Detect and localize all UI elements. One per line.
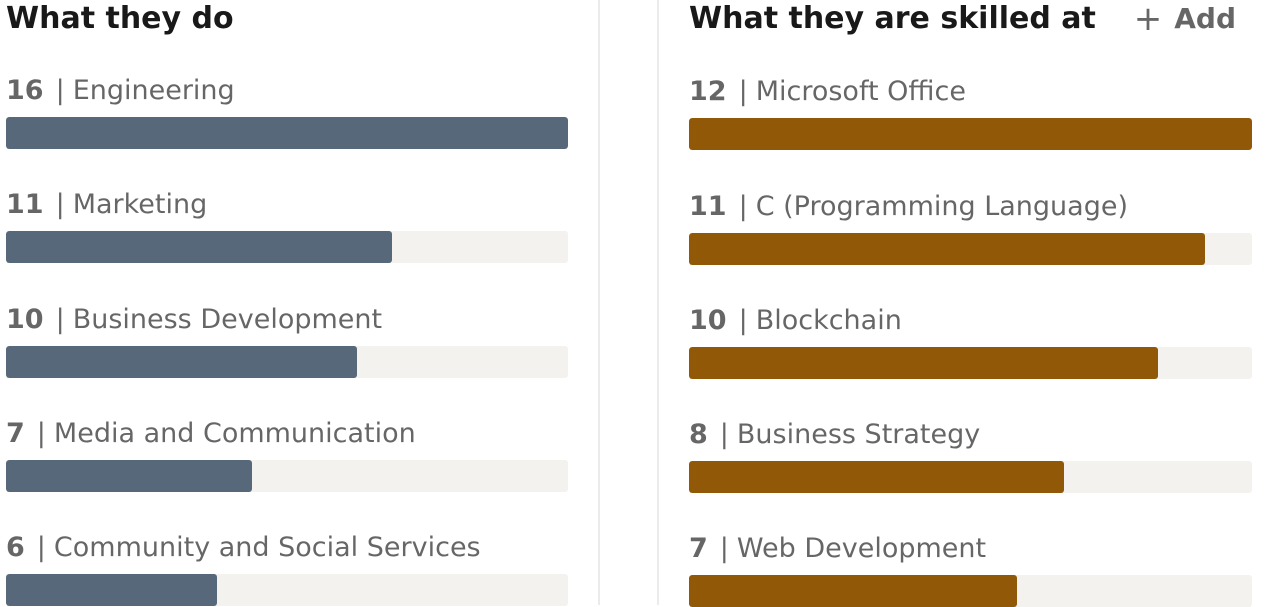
function-row-label: 10 | Business Development [6,302,382,338]
skill-bar-track [689,461,1252,493]
skill-row-label: 11 | C (Programming Language) [689,189,1128,225]
function-row-label: 7 | Media and Communication [6,416,416,452]
skill-count: 8 [689,419,708,450]
function-row-label: 16 | Engineering [6,73,235,109]
skill-count: 7 [689,533,708,564]
skill-row-label: 12 | Microsoft Office [689,74,966,110]
skill-bar-track [689,233,1252,265]
skill-bar-fill [689,347,1159,379]
separator: | [719,419,729,450]
function-bar-track [6,231,568,263]
skill-count: 11 [689,191,727,222]
skill-row-label: 8 | Business Strategy [689,417,980,453]
panel-divider-left [598,0,600,605]
separator: | [36,532,46,563]
function-bar-fill [6,117,568,149]
what-they-do-heading: What they do [6,1,234,36]
skill-bar-fill [689,118,1252,150]
function-row-label: 6 | Community and Social Services [6,530,481,566]
skill-count: 10 [689,305,727,336]
add-skill-label: Add [1174,2,1236,35]
add-skill-button[interactable]: + Add [1134,0,1236,40]
separator: | [738,191,748,222]
plus-icon: + [1133,0,1163,39]
skill-bar-track [689,575,1252,607]
separator: | [55,75,65,106]
function-bar-fill [6,574,217,606]
separator: | [719,533,729,564]
skill-bar-track [689,347,1252,379]
skill-bar-fill [689,233,1206,265]
function-bar-fill [6,231,393,263]
separator: | [55,189,65,220]
function-bar-track [6,117,568,149]
skill-row-label: 7 | Web Development [689,531,986,567]
skill-label: C (Programming Language) [755,191,1128,222]
separator: | [36,418,46,449]
separator: | [55,304,65,335]
skill-bar-fill [689,461,1065,493]
skill-bar-fill [689,575,1018,607]
function-count: 7 [6,418,25,449]
function-count: 11 [6,189,44,220]
function-row-label: 11 | Marketing [6,187,207,223]
separator: | [738,76,748,107]
function-label: Media and Communication [53,418,416,449]
separator: | [738,305,748,336]
function-label: Marketing [72,189,208,220]
skill-count: 12 [689,76,727,107]
skill-bar-track [689,118,1252,150]
function-label: Community and Social Services [53,532,481,563]
function-bar-fill [6,346,358,378]
skills-heading: What they are skilled at [689,1,1096,36]
function-bar-fill [6,460,252,492]
skill-row-label: 10 | Blockchain [689,303,902,339]
function-count: 6 [6,532,25,563]
skill-label: Microsoft Office [755,76,966,107]
function-bar-track [6,346,568,378]
skill-label: Blockchain [755,305,902,336]
panel-divider-right [657,0,659,605]
function-label: Business Development [72,304,383,335]
function-count: 10 [6,304,44,335]
function-bar-track [6,574,568,606]
skill-label: Business Strategy [736,419,981,450]
function-count: 16 [6,75,44,106]
function-label: Engineering [72,75,235,106]
function-bar-track [6,460,568,492]
skill-label: Web Development [736,533,987,564]
